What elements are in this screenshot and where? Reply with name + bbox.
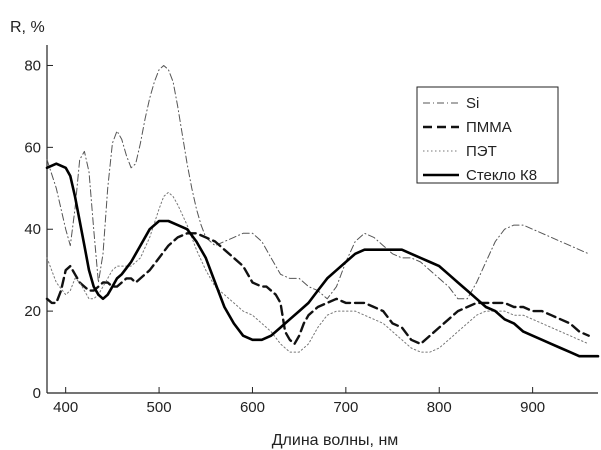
x-tick-label: 900 <box>520 399 545 416</box>
y-tick-label: 0 <box>33 385 41 402</box>
series-line-0 <box>46 65 590 300</box>
legend-label-glass-k8: Стекло К8 <box>466 167 537 184</box>
y-tick-label: 60 <box>24 139 41 156</box>
legend-label-pet: ПЭТ <box>466 143 497 160</box>
x-tick-label: 800 <box>427 399 452 416</box>
y-tick-label: 20 <box>24 303 41 320</box>
series-line-1 <box>45 232 590 346</box>
x-tick-label: 400 <box>53 399 78 416</box>
x-tick-label: 600 <box>240 399 265 416</box>
x-axis-title: Длина волны, нм <box>272 432 399 449</box>
y-axis-title: R, % <box>10 19 45 36</box>
y-tick-label: 80 <box>24 57 41 74</box>
series-line-3 <box>45 162 600 358</box>
legend: Si ПММА ПЭТ Стекло К8 <box>416 86 559 184</box>
x-tick-label: 700 <box>333 399 358 416</box>
legend-label-si: Si <box>466 95 479 112</box>
series-line-2 <box>46 191 590 353</box>
legend-label-pmma: ПММА <box>466 119 512 136</box>
plot-area: 0 20 40 60 80 400 500 600 700 800 900 <box>24 45 600 416</box>
x-tick-label: 500 <box>147 399 172 416</box>
y-tick-label: 40 <box>24 221 41 238</box>
